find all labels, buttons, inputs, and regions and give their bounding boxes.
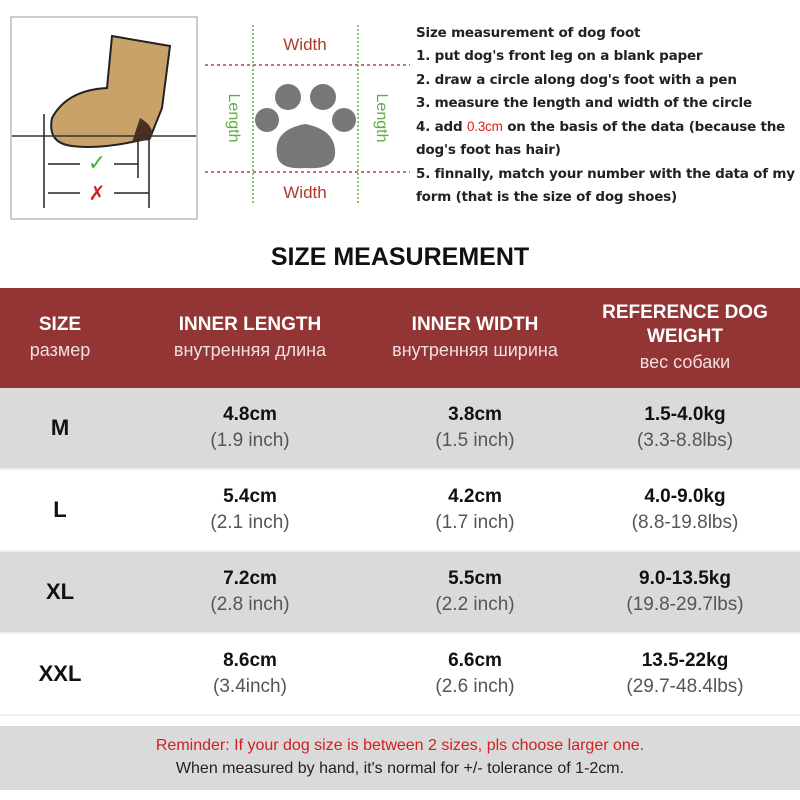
length-cell: 7.2cm (2.8 inch) [210,568,290,615]
length-cell: 5.4cm (2.1 inch) [210,486,290,533]
tolerance-text: When measured by hand, it's normal for +… [175,760,625,777]
weight-cell: 1.5-4.0kg (3.3-8.8lbs) [636,404,734,451]
weight-cell: 4.0-9.0kg (8.8-19.8lbs) [631,486,739,533]
measurement-instructions: Size measurement of dog foot 1. put dog'… [416,22,800,209]
cross-icon: ✗ [89,183,106,205]
size-table: SIZE размер INNER LENGTH внутренняя длина … [0,288,800,716]
width-label-bottom: Width [283,183,326,202]
table-header: SIZE размер INNER LENGTH внутренняя длина … [0,288,800,388]
table-row: XL 7.2cm (2.8 inch) 5.5cm (2.2 inch) 9.0-1… [0,552,800,634]
width-cell: 4.2cm (1.7 inch) [435,486,515,533]
table-row: XXL 8.6cm (3.4inch) 6.6cm (2.6 inch) 13.5-… [0,634,800,716]
table-row: M 4.8cm (1.9 inch) 3.8cm (1.5 inch) 1.5-4.… [0,388,800,470]
width-cell: 5.5cm (2.2 inch) [435,568,515,615]
size-cell: XL [45,579,75,604]
length-cell: 8.6cm (3.4inch) [213,650,287,697]
check-icon: ✓ [88,150,106,175]
size-cell: XXL [38,661,82,686]
header-size: SIZE [38,314,82,335]
width-cell: 3.8cm (1.5 inch) [435,404,515,451]
weight-cell: 9.0-13.5kg (19.8-29.7lbs) [626,568,744,615]
paw-measure-illustration: ✓ ✗ [10,16,198,220]
header-weight: REFERENCE DOG WEIGHT [602,302,768,347]
paw-print-icon [255,84,356,169]
weight-cell: 13.5-22kg (29.7-48.4lbs) [626,650,744,697]
step-1: 1. put dog's front leg on a blank paper [416,48,703,65]
footer-notes: Reminder: If your dog size is between 2 … [0,726,800,790]
size-cell: L [53,497,67,522]
step-3: 3. measure the length and width of the c… [416,94,752,111]
step-5: 5. finnally, match your number with the … [416,165,795,206]
page-title: SIZE MEASUREMENT [270,243,530,271]
size-cell: M [50,415,70,440]
length-label-right: Length [373,94,390,143]
header-inner-length: INNER LENGTH [178,314,322,335]
length-label-left: Length [225,94,242,143]
width-label-top: Width [283,35,326,54]
paw-print-diagram: Width Width Length Length [205,20,410,210]
dog-paw-illustration: ✓ ✗ [12,34,196,208]
step-4-highlight: 0.3cm [466,119,503,135]
header-inner-width: INNER WIDTH [411,314,539,335]
length-cell: 4.8cm (1.9 inch) [210,404,290,451]
table-row: L 5.4cm (2.1 inch) 4.2cm (1.7 inch) 4.0-9.… [0,470,800,552]
step-4: 4. add 0.3cm on the basis of the data (b… [416,119,786,159]
instructions-heading: Size measurement of dog foot [416,25,641,41]
width-cell: 6.6cm (2.6 inch) [435,650,515,697]
reminder-text: Reminder: If your dog size is between 2 … [155,737,645,754]
step-2: 2. draw a circle along dog's foot with a… [416,71,737,88]
